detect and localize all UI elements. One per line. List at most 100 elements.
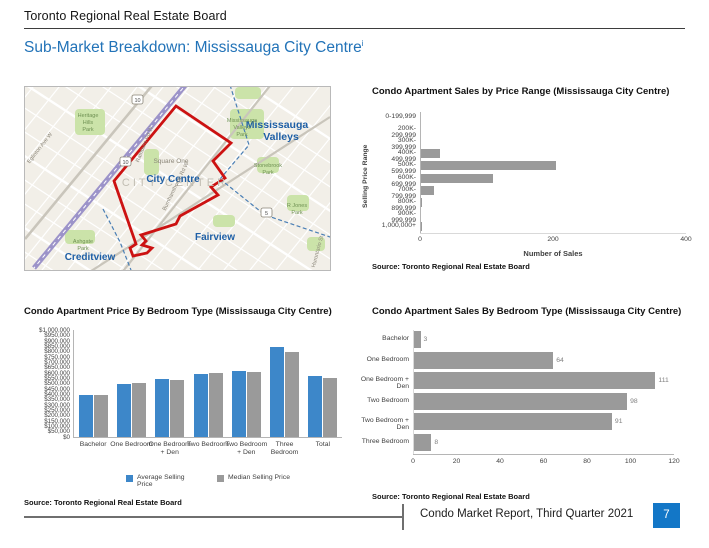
chart-source: Source: Toronto Regional Real Estate Boa… (24, 498, 182, 507)
map-park-label: Park (77, 246, 89, 252)
bar-average (270, 347, 285, 437)
rail-corridor-stripe (33, 81, 189, 269)
map-watermark-label: CITY CENTER (122, 177, 228, 189)
map-park-label: Hills (83, 120, 94, 126)
map-region-label: Mississauga (246, 119, 309, 131)
map-park-label: Valleys (233, 125, 251, 131)
bar-median (208, 373, 223, 437)
map-park-label: R Jones (287, 203, 307, 209)
map-park-label: Stonebrook (254, 163, 282, 169)
footer-divider (402, 504, 404, 530)
map-region-label: City Centre (146, 174, 200, 185)
bar-median (285, 352, 300, 437)
street (0, 81, 64, 162)
bar-median (93, 394, 108, 437)
x-axis-title: Number of Sales (523, 249, 583, 258)
board-name: Toronto Regional Real Estate Board (24, 9, 227, 23)
park-area (213, 215, 235, 227)
row-label: 600K-699,999 (391, 173, 416, 188)
y-tick: $400,000 (44, 391, 70, 398)
x-axis-line (73, 437, 342, 438)
y-tick: $500,000 (44, 380, 70, 388)
footnote-marker: i (361, 39, 364, 48)
y-tick: $300,000 (44, 401, 70, 409)
highway-shield: 10 (131, 94, 144, 105)
park-area (287, 195, 309, 211)
average-series-swatch (126, 475, 134, 482)
park-area (307, 237, 325, 251)
bar-value-label: 64 (556, 356, 564, 364)
map-park-label: Mississauga (227, 118, 258, 124)
bar-median (323, 378, 338, 437)
bar-average (155, 379, 170, 437)
row-label: 300K-399,999 (391, 137, 416, 152)
bar-value-label: 8 (434, 439, 439, 446)
bar-value-label: 98 (630, 397, 638, 405)
legend-item-average: Average Selling Price (126, 474, 195, 488)
x-tick: 100 (624, 457, 637, 465)
map-park-label: Heritage (78, 113, 99, 119)
bar-median (246, 371, 261, 437)
chart-legend: Average Selling Price Median Selling Pri… (74, 474, 342, 488)
x-axis-line (413, 453, 674, 455)
y-tick: $100,000 (44, 423, 70, 431)
chart-source: Source: Toronto Regional Real Estate Boa… (372, 492, 530, 501)
y-tick: $250,000 (44, 407, 70, 415)
chart-source: Source: Toronto Regional Real Estate Boa… (372, 262, 530, 271)
y-tick: $900,000 (44, 337, 70, 345)
footer-rule (24, 516, 403, 518)
street (19, 56, 336, 263)
y-tick: $150,000 (44, 417, 70, 425)
x-tick: 400 (680, 236, 692, 243)
x-tick: 0 (411, 457, 415, 465)
x-tick: 120 (668, 457, 680, 465)
y-tick: $550,000 (44, 374, 70, 382)
x-tick: 200 (547, 236, 559, 243)
bar (414, 392, 628, 410)
category-label: Total (315, 441, 331, 448)
row-label: Bachelor (382, 335, 409, 342)
category-label: One Bedroom + Den (148, 441, 191, 456)
bar (414, 372, 656, 390)
highway-shield: 10 (119, 156, 132, 167)
chart-title: Condo Apartment Sales By Bedroom Type (M… (372, 306, 682, 317)
page-number-badge: 7 (653, 503, 680, 528)
x-tick: 20 (452, 457, 461, 465)
y-axis-line (413, 330, 414, 454)
park-area (75, 109, 105, 135)
category-label: Two Bedroom (187, 441, 229, 448)
category-label: One Bedroom (110, 441, 153, 448)
map-park-label: Park (82, 127, 94, 133)
city-centre-boundary (112, 104, 234, 258)
y-axis-line (420, 112, 421, 233)
median-series-swatch (217, 475, 225, 482)
y-tick: $0 (63, 433, 70, 441)
y-tick: $700,000 (44, 358, 70, 366)
y-tick: $200,000 (44, 412, 70, 420)
map-region-label: Fairview (195, 232, 235, 243)
svg-text:10: 10 (134, 98, 140, 104)
y-tick: $800,000 (44, 348, 70, 356)
x-tick: 40 (496, 457, 504, 465)
category-label: Three Bedroom (270, 441, 299, 456)
header-rule (24, 28, 685, 29)
row-label: 0-199,999 (385, 113, 416, 120)
bar-average (78, 394, 93, 437)
y-tick: $350,000 (44, 396, 70, 404)
park-area (235, 87, 261, 99)
y-tick: $50,000 (47, 428, 70, 436)
bar (421, 149, 440, 159)
chart-title: Condo Apartment Price By Bedroom Type (M… (24, 306, 332, 317)
row-label: 500K-599,999 (391, 161, 416, 176)
chart-sales-by-price-range: Condo Apartment Sales by Price Range (Mi… (360, 86, 700, 281)
y-tick: $850,000 (44, 342, 70, 350)
row-label: Two Bedroom + Den (361, 417, 409, 432)
x-tick: 80 (583, 457, 591, 465)
row-label: 200K-299,999 (391, 125, 416, 140)
y-axis-title: Selling Price Range (362, 144, 369, 208)
map-roads-layer: 10 10 5 (23, 80, 331, 276)
bar-median (170, 380, 185, 437)
y-tick: $1,000,000 (39, 326, 70, 334)
